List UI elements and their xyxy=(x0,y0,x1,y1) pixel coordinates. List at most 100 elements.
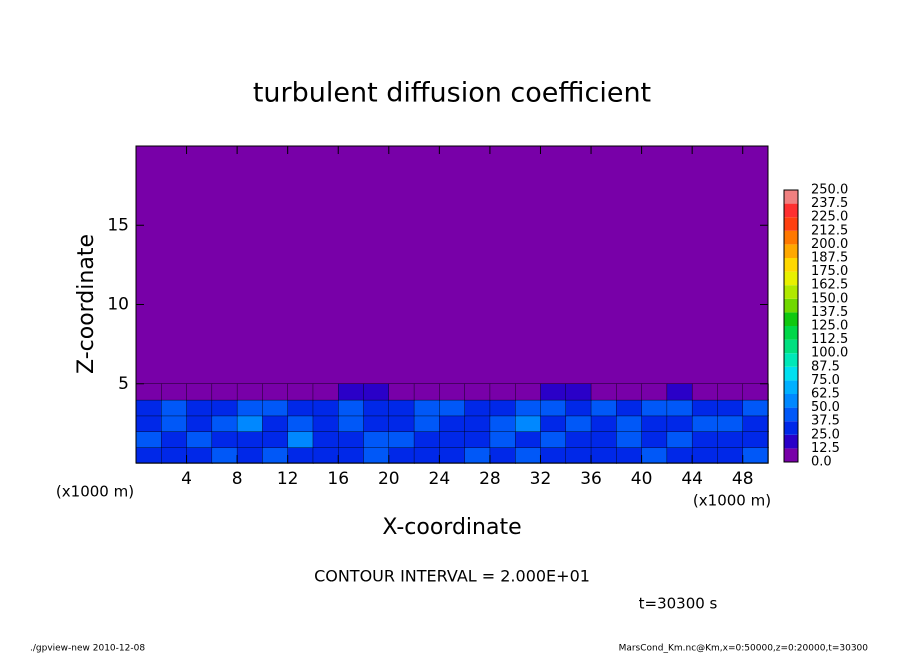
field-cell xyxy=(312,446,339,464)
field-cell xyxy=(413,399,441,417)
x-tick-label: 24 xyxy=(429,469,451,489)
field-cell xyxy=(641,431,668,448)
field-cell xyxy=(540,415,567,433)
field-cell xyxy=(691,431,719,448)
colorbar-label: 50.0 xyxy=(811,400,840,415)
field-cell xyxy=(388,399,415,417)
field-cell xyxy=(565,431,592,448)
colorbar-swatch xyxy=(784,230,798,245)
field-cell xyxy=(616,431,643,448)
x-tick-label: 16 xyxy=(327,469,349,489)
field-cell xyxy=(489,431,516,448)
y-tick-label: 15 xyxy=(107,215,129,235)
field-cell xyxy=(262,383,289,401)
field-cell xyxy=(439,446,466,464)
field-cell xyxy=(691,399,719,417)
field-cell xyxy=(338,446,365,464)
colorbar-label: 25.0 xyxy=(811,427,840,442)
field-cell xyxy=(439,399,466,417)
field-cell xyxy=(565,446,592,464)
field-cell xyxy=(287,383,314,401)
colorbar-label: 12.5 xyxy=(811,441,840,456)
field-cell xyxy=(540,446,567,464)
field-cell xyxy=(616,446,643,464)
colorbar-swatch xyxy=(784,217,798,231)
colorbar-label: 150.0 xyxy=(811,291,848,306)
field-cell xyxy=(590,415,618,433)
field-cell xyxy=(515,446,542,464)
x-axis-label: X-coordinate xyxy=(382,515,521,540)
field-cell xyxy=(161,431,188,448)
field-cell xyxy=(312,431,339,448)
field-cell xyxy=(262,446,289,464)
colorbar-swatch xyxy=(784,203,798,218)
colorbar-swatch xyxy=(784,312,798,326)
field-cell xyxy=(717,415,744,433)
field-cell xyxy=(691,446,719,464)
field-cell xyxy=(489,415,516,433)
field-cell xyxy=(413,446,441,464)
field-cell xyxy=(540,431,567,448)
colorbar-label: 87.5 xyxy=(811,359,840,374)
field-cell xyxy=(717,446,744,464)
field-cell xyxy=(312,383,339,401)
field-cell xyxy=(388,446,415,464)
field-cell xyxy=(439,415,466,433)
field-cell xyxy=(312,415,339,433)
x-tick-label: 12 xyxy=(277,469,299,489)
colorbar-swatch xyxy=(784,339,798,354)
field-cell xyxy=(211,431,238,448)
field-cell xyxy=(742,383,769,401)
field-cell xyxy=(641,383,668,401)
field-cell xyxy=(641,446,668,464)
field-cell xyxy=(338,415,365,433)
field-cell xyxy=(211,415,238,433)
field-cell xyxy=(439,383,466,401)
field-cell xyxy=(338,431,365,448)
field-cell xyxy=(464,383,491,401)
field-cell xyxy=(211,399,238,417)
field-cell xyxy=(666,431,693,448)
field-cell xyxy=(186,399,213,417)
colorbar-label: 100.0 xyxy=(811,346,848,361)
field-cell xyxy=(489,399,516,417)
field-cell xyxy=(666,399,693,417)
field-cell xyxy=(565,415,592,433)
x-tick-label: 28 xyxy=(479,469,501,489)
colorbar-label: 162.5 xyxy=(811,278,848,293)
field-cell xyxy=(666,383,693,401)
field-cell xyxy=(464,415,491,433)
field-cell xyxy=(135,399,162,417)
field-cell xyxy=(590,431,618,448)
contour-interval: CONTOUR INTERVAL = 2.000E+01 xyxy=(314,567,590,586)
field-cell xyxy=(262,415,289,433)
field-cell xyxy=(186,446,213,464)
colorbar-swatch xyxy=(784,244,798,258)
field-cell xyxy=(515,399,542,417)
field-cell xyxy=(262,431,289,448)
colorbar-label: 125.0 xyxy=(811,319,848,334)
field-cell xyxy=(616,383,643,401)
field-cell xyxy=(236,399,264,417)
field-cell xyxy=(413,415,441,433)
field-cell xyxy=(413,383,441,401)
field-cell xyxy=(590,383,618,401)
field-cell xyxy=(717,431,744,448)
field-cell xyxy=(717,399,744,417)
colorbar-label: 187.5 xyxy=(811,251,848,266)
field-cell xyxy=(363,383,390,401)
colorbar-label: 75.0 xyxy=(811,373,840,388)
field-cell xyxy=(135,446,162,464)
field-cell xyxy=(236,446,264,464)
field-cell xyxy=(691,383,719,401)
field-cell xyxy=(161,446,188,464)
field-cell xyxy=(211,383,238,401)
field-cell xyxy=(742,399,769,417)
field-cell xyxy=(338,383,365,401)
colorbar-swatch xyxy=(784,407,798,422)
x-tick-label: 36 xyxy=(580,469,602,489)
colorbar-label: 0.0 xyxy=(811,455,832,470)
colorbar-label: 37.5 xyxy=(811,414,840,429)
field-cell xyxy=(135,415,162,433)
colorbar-label: 250.0 xyxy=(811,183,848,198)
